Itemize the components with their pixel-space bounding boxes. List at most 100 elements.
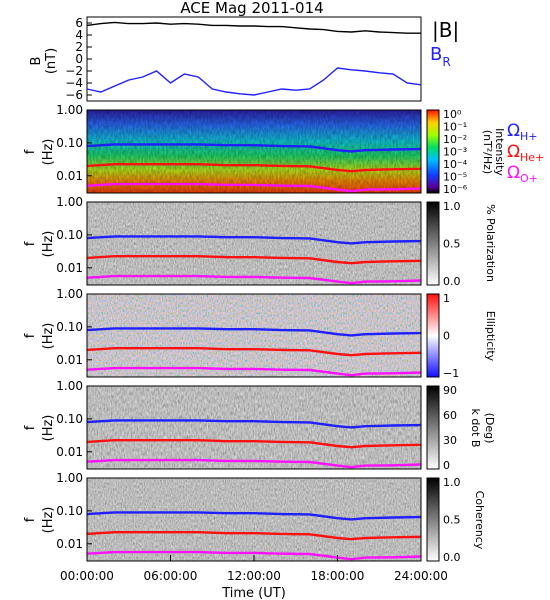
freq-ylabel: f [23, 517, 38, 522]
freq-ytick-label: 0.01 [56, 353, 83, 367]
freq-ytick-label: 0.01 [56, 261, 83, 275]
ellipticity-panel: 1.00 0.10 0.01 f (Hz) 1 0 −1 Ellipticity [23, 287, 497, 380]
kdotb-cbar-unit: (Deg) [483, 413, 496, 444]
cbar-tick-label: 1.0 [443, 200, 461, 213]
intensity-gyro-lines [86, 143, 422, 193]
freq-ytick-label: 0.10 [56, 504, 83, 518]
kdotb-panel: 1.00 0.10 0.01 f (Hz) 90 60 30 0 k dot B (Deg) [23, 379, 496, 472]
br-line [86, 67, 422, 96]
field-ytick-label: 4 [75, 28, 83, 42]
intensity-frame [86, 109, 422, 194]
cbar-tick-label: 0 [443, 330, 450, 343]
kdotb-texture [87, 386, 421, 469]
freq-ylabel: f [23, 425, 38, 430]
cbar-tick-label: 10⁻³ [443, 146, 467, 159]
omega-h-line [86, 419, 422, 429]
coherency-cbar-label: Coherency [473, 491, 486, 550]
freq-ytick-label: 1.00 [56, 379, 83, 393]
cbar-tick-label: 0.0 [443, 551, 461, 564]
freq-ytick-label: 0.10 [56, 228, 83, 242]
omega-o-line [86, 274, 422, 285]
polarization-texture [87, 202, 421, 285]
cbar-tick-label: 1.0 [443, 476, 461, 489]
legend-bmag: |B| [432, 18, 459, 42]
polarization-panel: 1.00 0.10 0.01 f (Hz) 1.0 0.5 0.0 % Polarizati… [23, 195, 497, 288]
legend-omega-o-symbol: Ω [507, 163, 520, 183]
omega-he-line [86, 255, 422, 265]
time-tick-label: 12:00:00 [227, 569, 281, 583]
intensity-panel: 1.000.100.01f (Hz) 10⁰10⁻¹10⁻²10⁻³10⁻⁴10⁻… [23, 103, 544, 196]
omega-legend: ΩH+ ΩHe+ ΩO+ [507, 121, 544, 185]
field-ylabel: B [29, 57, 44, 66]
legend-br-sub: R [442, 55, 450, 69]
polarization-cbar-label: % Polarization [484, 204, 497, 282]
cbar-tick-label: 10⁰ [443, 108, 462, 121]
freq-ytick-label: 0.10 [56, 412, 83, 426]
legend-br: BR [430, 44, 451, 69]
polarization-frame [86, 201, 422, 286]
omega-h-line [86, 235, 422, 245]
cbar-tick-label: 0.0 [443, 275, 461, 288]
ellipticity-frame [86, 293, 422, 378]
freq-yunit: (Hz) [41, 415, 56, 442]
cbar-tick-label: 10⁻² [443, 133, 467, 146]
kdotb-colorbar [426, 385, 440, 470]
legend-omega-o-sub: O+ [520, 172, 538, 185]
field-yunit: (nT) [44, 48, 59, 74]
legend-omega-h-sub: H+ [520, 130, 538, 143]
omega-he-line [86, 531, 422, 541]
kdotb-gyro-lines [86, 419, 422, 469]
field-ytick-label: 6 [75, 16, 83, 30]
field-panel-frame [86, 16, 422, 102]
figure-title: ACE Mag 2011-014 [180, 0, 323, 17]
cbar-tick-label: 0 [443, 459, 450, 472]
cbar-tick-label: 10⁻¹ [443, 121, 467, 134]
coherency-colorbar [426, 477, 440, 562]
freq-ylabel: f [23, 149, 38, 154]
omega-he-line [86, 347, 422, 357]
cbar-tick-label: 60 [443, 409, 457, 422]
cbar-tick-label: 10⁻⁵ [443, 171, 467, 184]
intensity-colorbar [426, 109, 440, 194]
omega-o-line [86, 366, 422, 377]
ellipticity-colorbar [426, 293, 440, 378]
bmag-line [86, 21, 421, 34]
legend-omega-h-symbol: Ω [507, 121, 520, 141]
intensity-texture [87, 110, 421, 193]
legend-omega-he-sub: He+ [520, 151, 544, 164]
ellipticity-gyro-lines [86, 327, 422, 377]
kdotb-frame [86, 385, 422, 470]
freq-ytick-label: 1.00 [56, 103, 83, 117]
freq-ytick-label: 0.01 [56, 537, 83, 551]
legend-omega-he: ΩHe+ [507, 142, 544, 164]
freq-ytick-label: 0.01 [56, 445, 83, 459]
legend-omega-o: ΩO+ [507, 163, 538, 185]
freq-ylabel: f [23, 333, 38, 338]
omega-h-line [86, 143, 422, 153]
field-ytick-label: −2 [65, 64, 83, 78]
omega-o-line [86, 182, 422, 193]
field-ytick-label: −6 [65, 88, 83, 102]
freq-ytick-label: 1.00 [56, 287, 83, 301]
time-tick-label: 18:00:00 [311, 569, 365, 583]
freq-yunit: (Hz) [41, 231, 56, 258]
omega-he-line [86, 162, 422, 173]
cbar-tick-label: 10⁻⁶ [443, 183, 468, 196]
coherency-texture [87, 478, 421, 561]
omega-o-line [86, 458, 422, 469]
time-axis-label: Time (UT) [221, 586, 286, 600]
freq-ytick-label: 0.01 [56, 169, 83, 183]
intensity-cbar-unit: (nT²/Hz) [481, 130, 494, 174]
ellipticity-cbar-label: Ellipticity [484, 311, 497, 362]
freq-yunit: (Hz) [41, 323, 56, 350]
cbar-tick-label: 30 [443, 434, 457, 447]
cbar-tick-label: −1 [443, 367, 459, 380]
cbar-tick-label: 0.5 [443, 238, 461, 251]
omega-h-line [86, 511, 422, 521]
intensity-cbar-label: Intensity [493, 128, 506, 176]
freq-ytick-label: 0.10 [56, 136, 83, 150]
cbar-tick-label: 1 [443, 292, 450, 305]
cbar-tick-label: 10⁻⁴ [443, 158, 468, 171]
omega-o-line [86, 550, 422, 561]
